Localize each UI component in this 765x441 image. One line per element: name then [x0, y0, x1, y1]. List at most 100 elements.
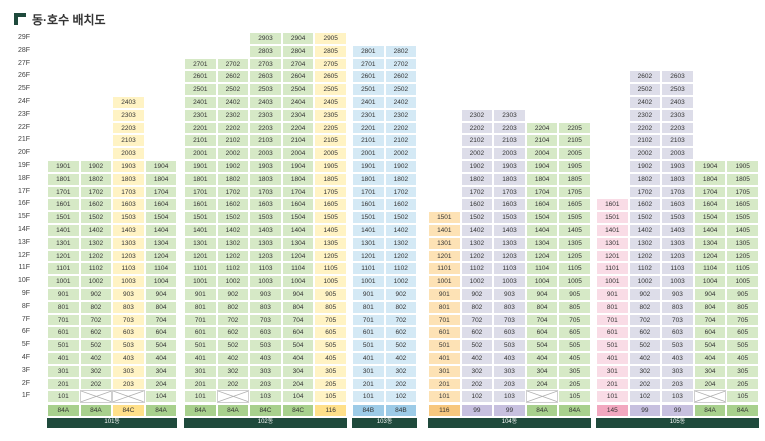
unit-cell: 2001 [352, 147, 385, 160]
floor-label: 16F [17, 200, 30, 208]
unit-cell: 2202 [628, 121, 662, 135]
unit-cell: 1001 [428, 275, 461, 288]
unit-cell: 1501 [184, 211, 217, 224]
unit-type-label: 84B [352, 404, 385, 417]
unit-cell: 1905 [726, 160, 759, 173]
unit-cell: 2103 [249, 134, 282, 148]
unit-cell: 1104 [693, 262, 727, 276]
floor-label: 3F [21, 366, 30, 374]
unit-cell: 1301 [47, 236, 80, 250]
unit-cell: 404 [525, 352, 559, 365]
unit-cell: 901 [596, 288, 629, 301]
unit-cell: 1902 [628, 160, 662, 173]
unit-cell: 1802 [628, 172, 662, 186]
unit-cell: 202 [79, 377, 113, 391]
unit-cell: 1302 [384, 236, 418, 250]
floor-label: 8F [21, 302, 30, 310]
unit-cell: 1602 [628, 198, 662, 212]
unit-cell: 905 [726, 288, 759, 301]
unit-cell: 1103 [249, 262, 282, 276]
unit-cell: 402 [628, 352, 662, 365]
unit-cell: 1003 [493, 275, 526, 288]
unit-cell: 1102 [628, 262, 662, 276]
unit-cell: 1303 [661, 236, 694, 250]
unit-cell: 1904 [693, 160, 727, 173]
unit-cell: 1502 [384, 211, 418, 224]
unit-cell: 1202 [79, 249, 113, 263]
unit-cell: 2503 [249, 83, 282, 96]
unit-cell: 402 [384, 352, 418, 365]
unit-cell: 604 [693, 326, 727, 340]
unit-cell: 1604 [693, 198, 727, 212]
unit-cell: 1404 [144, 224, 178, 237]
floor-label: 29F [17, 34, 30, 41]
unit-cell: 1703 [112, 185, 145, 199]
unit-cell: 1503 [493, 211, 526, 224]
unit-cell: 1203 [249, 249, 282, 263]
unit-cell: 901 [184, 288, 217, 301]
unit-cell: 503 [661, 339, 694, 352]
unit-cell: 703 [249, 313, 282, 327]
unit-cell: 1202 [628, 249, 662, 263]
unit-cell: 1804 [144, 172, 178, 186]
unit-cell: 501 [596, 339, 629, 352]
unit-cell: 2003 [249, 147, 282, 160]
unit-cell: 303 [661, 364, 694, 378]
unit-cell: 2205 [558, 121, 591, 135]
unit-cell: 1003 [661, 275, 694, 288]
unit-cell: 1503 [661, 211, 694, 224]
unit-cell: 301 [184, 364, 217, 378]
unit-cell: 2702 [384, 57, 418, 71]
unit-cell: 1201 [184, 249, 217, 263]
unit-cell: 401 [352, 352, 385, 365]
unit-cell: 301 [428, 364, 461, 378]
unit-cell: 1201 [47, 249, 80, 263]
unit-cell: 501 [428, 339, 461, 352]
unit-cell: 1603 [493, 198, 526, 212]
unit-type-label: 84A [525, 404, 559, 417]
unit-cell: 2704 [281, 57, 315, 71]
unit-cell: 502 [460, 339, 494, 352]
unit-cell: 1702 [216, 185, 250, 199]
unit-cell: 2104 [525, 134, 559, 148]
unit-cell: 1601 [596, 198, 629, 212]
dong-label-bar: 104동 [428, 418, 591, 428]
unit-cell: 1502 [460, 211, 494, 224]
unit-cell: 102 [384, 390, 418, 404]
unit-cell: 1402 [216, 224, 250, 237]
unit-cell: 504 [693, 339, 727, 352]
unit-cell: 2005 [558, 147, 591, 160]
unit-cell: 701 [47, 313, 80, 327]
unit-cell: 1805 [314, 172, 347, 186]
unit-cell: 1901 [184, 160, 217, 173]
floor-label: 25F [17, 85, 30, 93]
unit-cell: 2404 [281, 96, 315, 109]
unit-cell: 1002 [384, 275, 418, 288]
floor-label: 22F [17, 123, 30, 131]
unit-cell: 2204 [281, 121, 315, 135]
unit-cell: 903 [661, 288, 694, 301]
unit-cell: 1803 [661, 172, 694, 186]
unit-cell: 2205 [314, 121, 347, 135]
unit-cell: 2703 [249, 57, 282, 71]
unit-cell: 903 [112, 288, 145, 301]
unit-cell: 101 [184, 390, 217, 404]
unit-cell: 905 [314, 288, 347, 301]
unit-cell: 503 [249, 339, 282, 352]
unit-cell: 501 [352, 339, 385, 352]
unit-cell: 902 [460, 288, 494, 301]
unit-cell: 605 [558, 326, 591, 340]
unit-cell: 502 [216, 339, 250, 352]
unit-cell: 2002 [384, 147, 418, 160]
unit-cell: 603 [249, 326, 282, 340]
unit-cell: 2302 [216, 108, 250, 122]
unit-cell: 1405 [558, 224, 591, 237]
unit-cell: 1602 [216, 198, 250, 212]
unit-cell: 1504 [144, 211, 178, 224]
unit-cell: 1004 [144, 275, 178, 288]
unit-cell: 2401 [184, 96, 217, 109]
unit-cell: 201 [47, 377, 80, 391]
unit-cell: 605 [314, 326, 347, 340]
unit-cell: 1704 [693, 185, 727, 199]
unit-cell: 403 [493, 352, 526, 365]
